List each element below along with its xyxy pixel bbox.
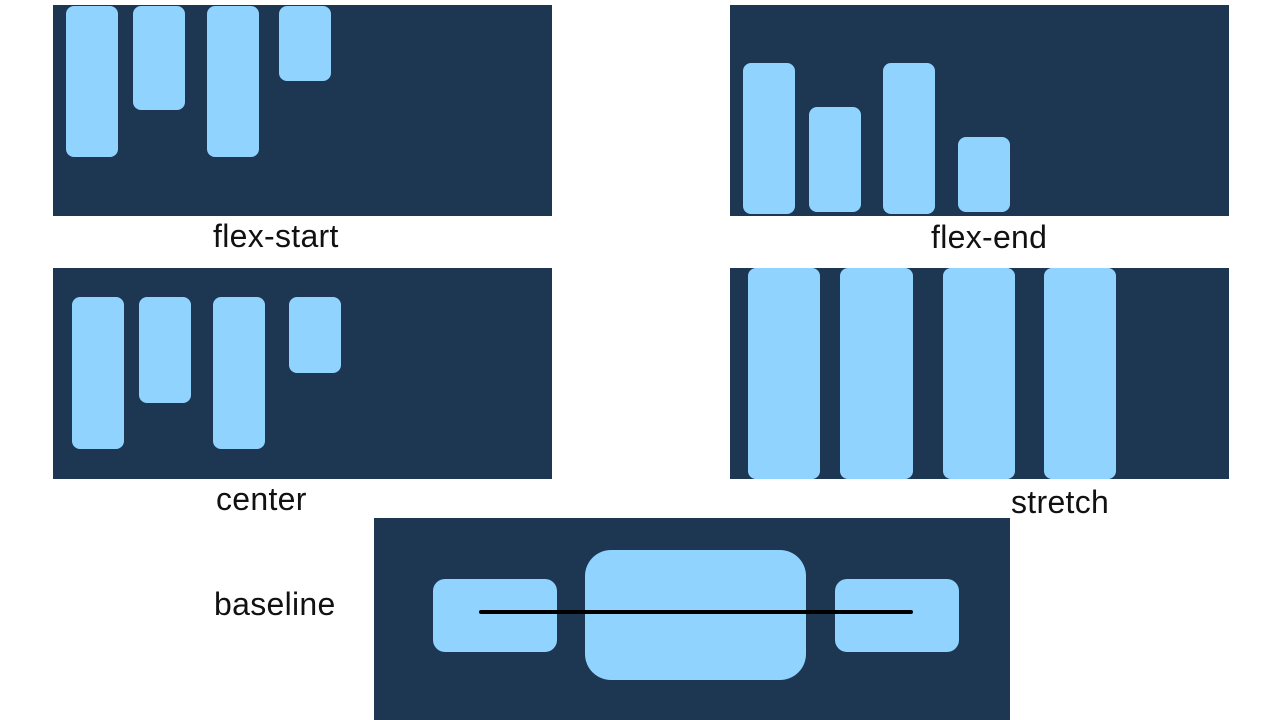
baseline-line (479, 610, 913, 614)
flex-start-label: flex-start (213, 218, 339, 254)
center-item-1 (72, 297, 124, 449)
baseline-item-3 (835, 579, 959, 652)
stretch-panel (730, 268, 1229, 479)
center-item-3 (213, 297, 265, 449)
center-item-4 (289, 297, 341, 373)
flex-start-item-3 (207, 6, 259, 157)
flex-start-item-2 (133, 6, 185, 110)
baseline-item-2 (585, 550, 806, 680)
flex-end-item-3 (883, 63, 935, 214)
baseline-panel (374, 518, 1010, 720)
flex-start-panel (53, 5, 552, 216)
flex-start-item-4 (279, 6, 331, 81)
baseline-label: baseline (214, 586, 336, 622)
center-label: center (216, 481, 307, 517)
stretch-item-4 (1044, 268, 1116, 479)
flex-end-item-2 (809, 107, 861, 212)
flex-start-item-1 (66, 6, 118, 157)
stretch-item-3 (943, 268, 1015, 479)
stretch-item-2 (840, 268, 913, 479)
stretch-item-1 (748, 268, 820, 479)
flex-end-item-1 (743, 63, 795, 214)
flex-end-panel (730, 5, 1229, 216)
center-panel (53, 268, 552, 479)
stretch-label: stretch (1011, 484, 1110, 520)
center-item-2 (139, 297, 191, 403)
flex-end-item-4 (958, 137, 1010, 212)
baseline-item-1 (433, 579, 557, 652)
flex-end-label: flex-end (931, 219, 1048, 255)
